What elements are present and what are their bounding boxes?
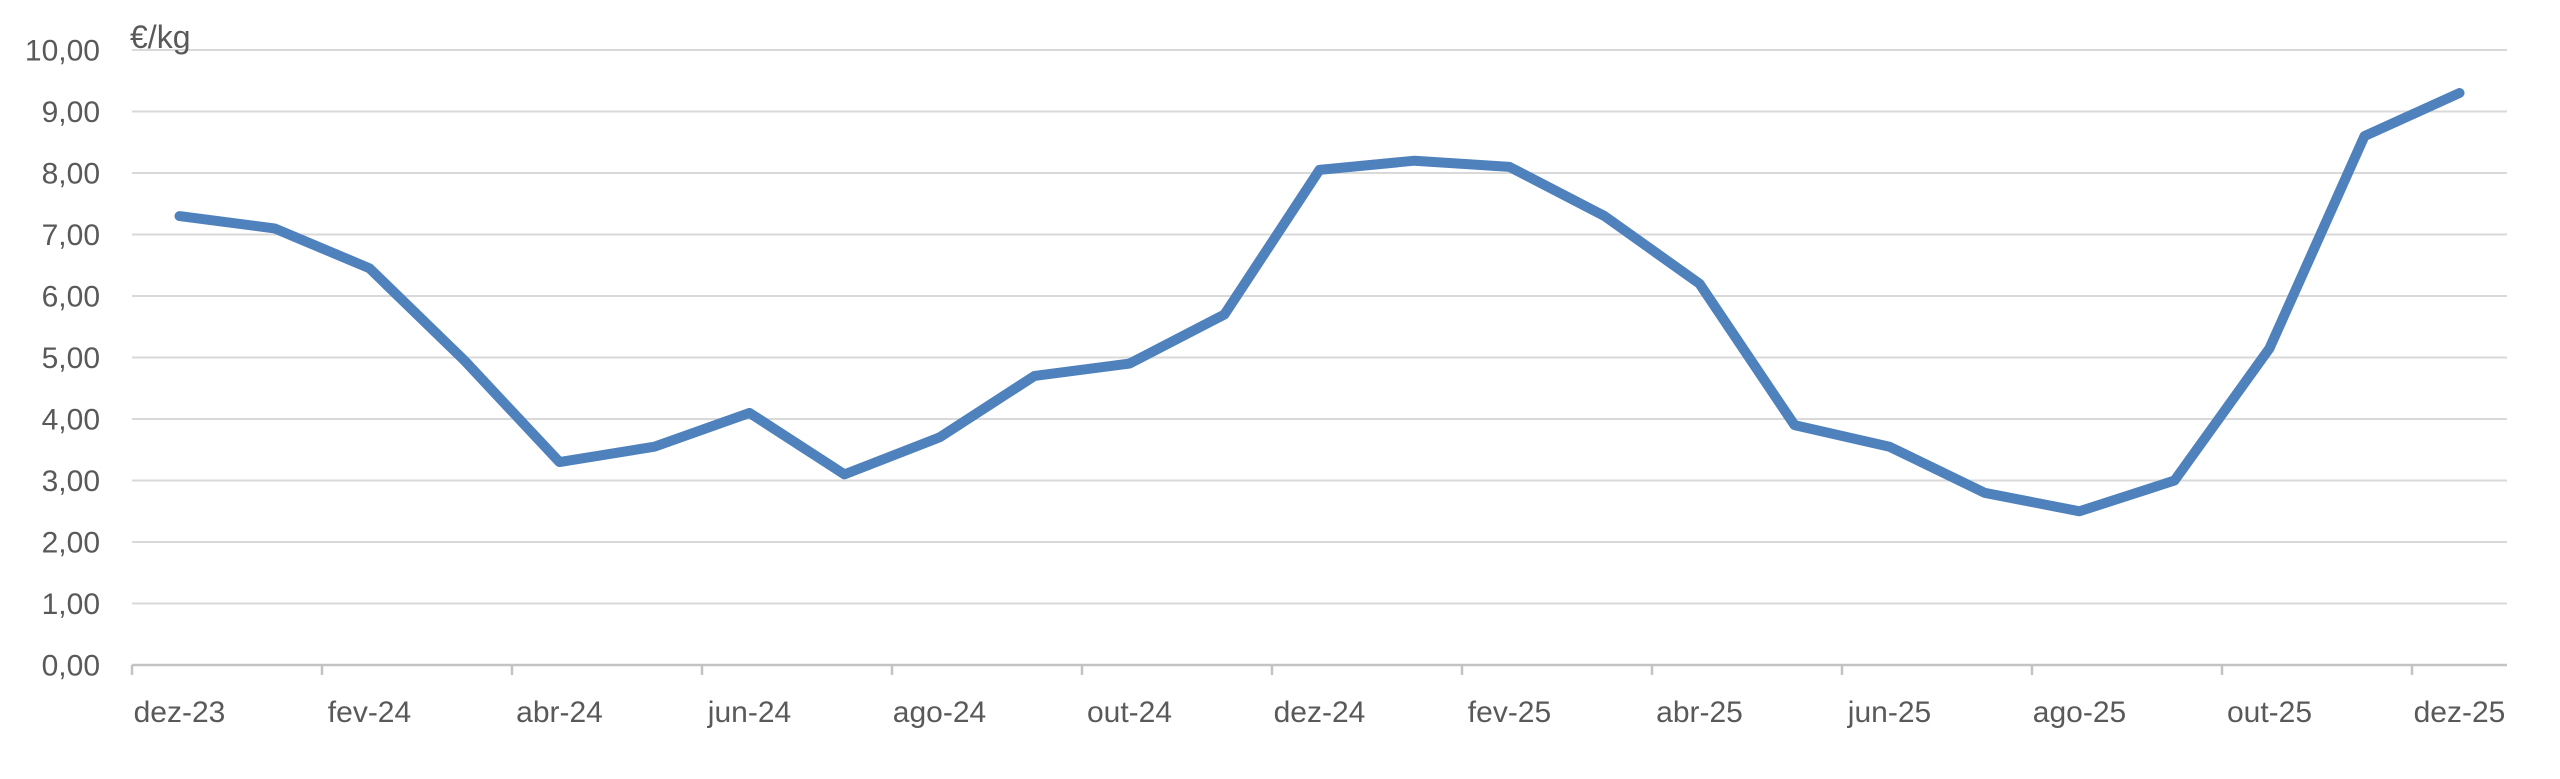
y-axis-tick-label: 8,00 <box>42 158 100 191</box>
y-axis-tick-label: 9,00 <box>42 96 100 129</box>
x-axis-tick-label: dez-23 <box>134 696 226 729</box>
data-series <box>174 88 2465 517</box>
y-axis-tick-label: 7,00 <box>42 219 100 252</box>
x-axis-tick-label: abr-24 <box>516 696 603 729</box>
gridlines <box>132 49 2507 605</box>
y-axis-unit-label: €/kg <box>130 19 190 55</box>
x-axis-tick-label: abr-25 <box>1656 696 1743 729</box>
y-axis-tick-label: 6,00 <box>42 281 100 314</box>
x-axis-tick-label: out-25 <box>2227 696 2312 729</box>
y-axis-tick-label: 3,00 <box>42 465 100 498</box>
y-axis-tick-labels: 0,00 1,00 2,00 3,00 4,00 5,00 6,00 7,00 8,00 9,00… <box>25 35 100 683</box>
x-axis-tick-label: fev-25 <box>1468 696 1551 729</box>
price-series-line <box>174 88 2465 517</box>
x-axis-tick-label: out-24 <box>1087 696 1172 729</box>
y-axis-tick-label: 1,00 <box>42 588 100 621</box>
x-axis-tick-label: jun-25 <box>1847 696 1931 729</box>
x-axis-tick-label: ago-25 <box>2033 696 2126 729</box>
y-axis-tick-label: 10,00 <box>25 35 100 68</box>
x-axis-tick-label: ago-24 <box>893 696 986 729</box>
x-axis-tick-label: dez-24 <box>1274 696 1366 729</box>
y-axis-tick-label: 2,00 <box>42 527 100 560</box>
x-axis-tick-label: dez-25 <box>2414 696 2506 729</box>
x-axis-tick-label: fev-24 <box>328 696 411 729</box>
y-axis-tick-label: 5,00 <box>42 342 100 375</box>
x-axis: dez-23 fev-24 abr-24 jun-24 ago-24 out-24 dez-… <box>130 663 2507 729</box>
x-axis-tick-label: jun-24 <box>707 696 791 729</box>
y-axis-tick-label: 4,00 <box>42 404 100 437</box>
y-axis-tick-label: 0,00 <box>42 650 100 683</box>
